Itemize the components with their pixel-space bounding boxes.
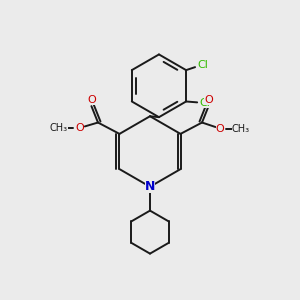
Text: O: O bbox=[87, 94, 96, 104]
Text: N: N bbox=[145, 180, 155, 193]
Text: O: O bbox=[75, 123, 84, 133]
Text: Cl: Cl bbox=[199, 98, 210, 108]
Text: CH₃: CH₃ bbox=[232, 124, 250, 134]
Text: O: O bbox=[216, 124, 224, 134]
Text: CH₃: CH₃ bbox=[50, 123, 68, 133]
Text: Cl: Cl bbox=[197, 60, 208, 70]
Text: O: O bbox=[204, 94, 213, 104]
